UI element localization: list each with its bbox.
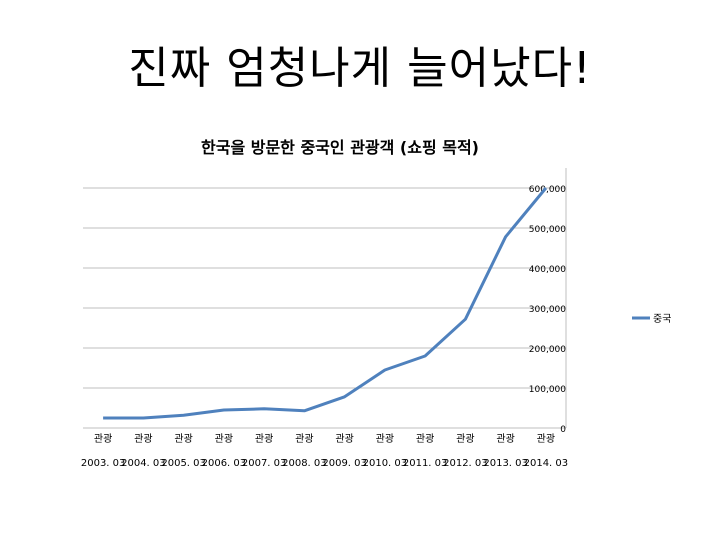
gridlines — [83, 168, 567, 429]
x-tick-label-bottom: 2014. 03 — [524, 458, 569, 469]
x-tick-label-top: 관광 — [537, 433, 555, 445]
x-tick-label-bottom: 2012. 03 — [443, 458, 488, 469]
slide-title: 진짜 엄청나게 늘어났다! — [128, 43, 592, 94]
x-tick-label-bottom: 2008. 03 — [282, 458, 327, 469]
y-tick-label: 200,000 — [529, 345, 566, 355]
legend: 중국 — [632, 313, 671, 325]
x-tick-label-top: 관광 — [456, 433, 474, 445]
x-tick-label-bottom: 2005. 03 — [161, 458, 206, 469]
x-tick-label-bottom: 2004. 03 — [121, 458, 166, 469]
y-tick-label: 300,000 — [529, 305, 566, 315]
x-tick-label-bottom: 2003. 03 — [81, 458, 126, 469]
series-line-china — [103, 187, 548, 420]
x-tick-label-top: 관광 — [335, 433, 353, 445]
x-tick-label-bottom: 2010. 03 — [363, 458, 408, 469]
x-tick-label-top: 관광 — [215, 433, 233, 445]
x-tick-label-top: 관광 — [134, 433, 152, 445]
y-tick-label: 600,000 — [529, 185, 566, 195]
x-tick-label-bottom: 2006. 03 — [202, 458, 247, 469]
x-tick-label-top: 관광 — [255, 433, 273, 445]
legend-label-china: 중국 — [653, 313, 671, 325]
x-axis-ticks: 관광 2003. 03 관광 2004. 03 관광 2005. 03 관광 2006. 03… — [81, 433, 568, 469]
y-tick-label: 400,000 — [529, 265, 566, 275]
x-tick-label-top: 관광 — [174, 433, 192, 445]
x-tick-label-top: 관광 — [376, 433, 394, 445]
y-axis-ticks: 0 100,000 200,000 300,000 400,000 500,000 600,… — [529, 185, 566, 435]
x-tick-label-top: 관광 — [496, 433, 514, 445]
x-tick-label-bottom: 2011. 03 — [403, 458, 448, 469]
y-tick-label: 100,000 — [529, 385, 566, 395]
x-tick-label-top: 관광 — [416, 433, 434, 445]
x-tick-label-top: 관광 — [94, 433, 112, 445]
y-tick-label: 0 — [560, 425, 566, 435]
chart-title: 한국을 방문한 중국인 관광객 (쇼핑 목적) — [201, 138, 479, 157]
x-tick-label-top: 관광 — [295, 433, 313, 445]
x-tick-label-bottom: 2013. 03 — [483, 458, 528, 469]
y-tick-label: 500,000 — [529, 225, 566, 235]
x-tick-label-bottom: 2009. 03 — [322, 458, 367, 469]
x-tick-label-bottom: 2007. 03 — [242, 458, 287, 469]
